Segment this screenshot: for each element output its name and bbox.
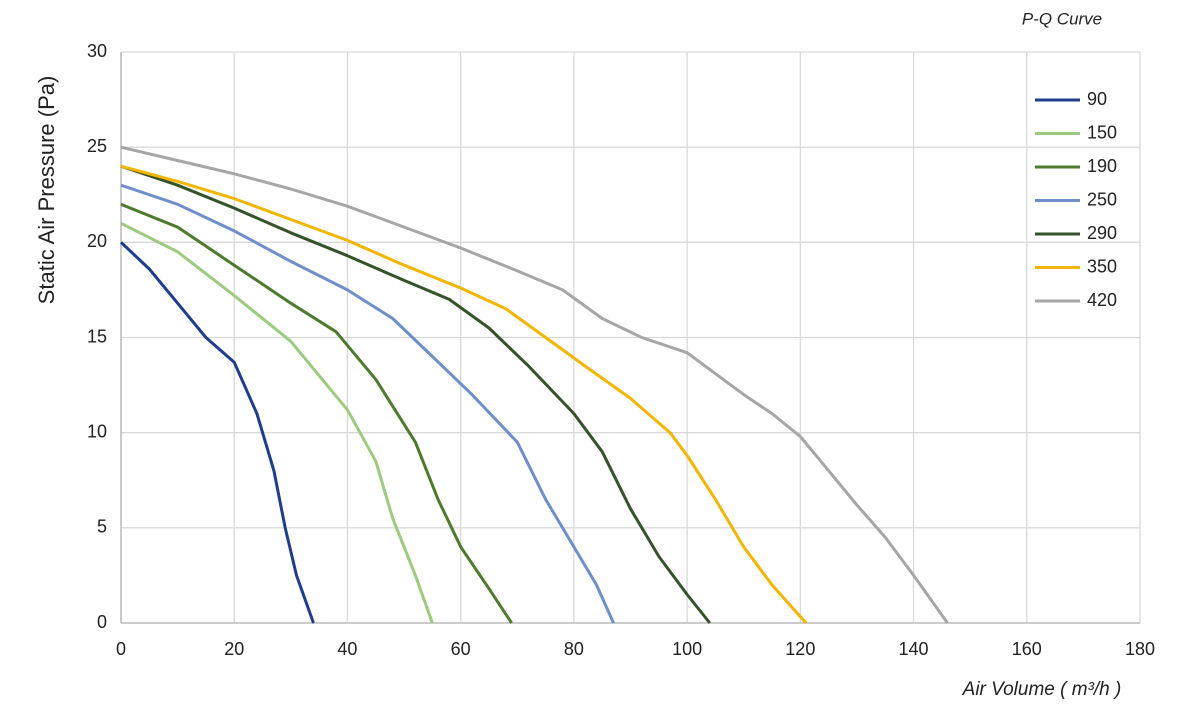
x-tick-label: 120 bbox=[785, 639, 815, 659]
series-line bbox=[120, 145, 949, 624]
y-axis-label: Static Air Pressure (Pa) bbox=[34, 76, 59, 305]
y-tick-label: 20 bbox=[87, 231, 107, 251]
y-tick-label: 25 bbox=[87, 136, 107, 156]
x-axis-label: Air Volume ( m³/h ) bbox=[962, 679, 1122, 700]
series-line bbox=[120, 164, 808, 624]
x-tick-label: 60 bbox=[451, 639, 471, 659]
y-tick-label: 0 bbox=[97, 612, 107, 632]
legend-label: 290 bbox=[1087, 223, 1117, 243]
y-tick-label: 5 bbox=[97, 517, 107, 537]
legend-label: 150 bbox=[1087, 122, 1117, 142]
y-tick-label: 15 bbox=[87, 326, 107, 346]
series-line bbox=[119, 241, 315, 624]
legend-label: 90 bbox=[1087, 89, 1107, 109]
x-tick-label: 100 bbox=[672, 639, 702, 659]
x-tick-label: 0 bbox=[116, 639, 126, 659]
legend-label: 350 bbox=[1087, 256, 1117, 276]
x-tick-label: 140 bbox=[899, 639, 929, 659]
x-tick-label: 80 bbox=[564, 639, 584, 659]
legend-label: 250 bbox=[1087, 189, 1117, 209]
legend-label: 420 bbox=[1087, 290, 1117, 310]
chart-title: P-Q Curve bbox=[1022, 9, 1102, 28]
x-tick-label: 40 bbox=[337, 639, 357, 659]
x-tick-label: 180 bbox=[1125, 639, 1155, 659]
series-line bbox=[120, 183, 615, 624]
series-line bbox=[120, 202, 513, 624]
y-tick-label: 10 bbox=[87, 421, 107, 441]
series-line bbox=[120, 221, 434, 624]
series-line bbox=[120, 164, 711, 624]
y-tick-label: 30 bbox=[87, 41, 107, 61]
legend-label: 190 bbox=[1087, 156, 1117, 176]
x-tick-label: 20 bbox=[224, 639, 244, 659]
x-tick-label: 160 bbox=[1012, 639, 1042, 659]
